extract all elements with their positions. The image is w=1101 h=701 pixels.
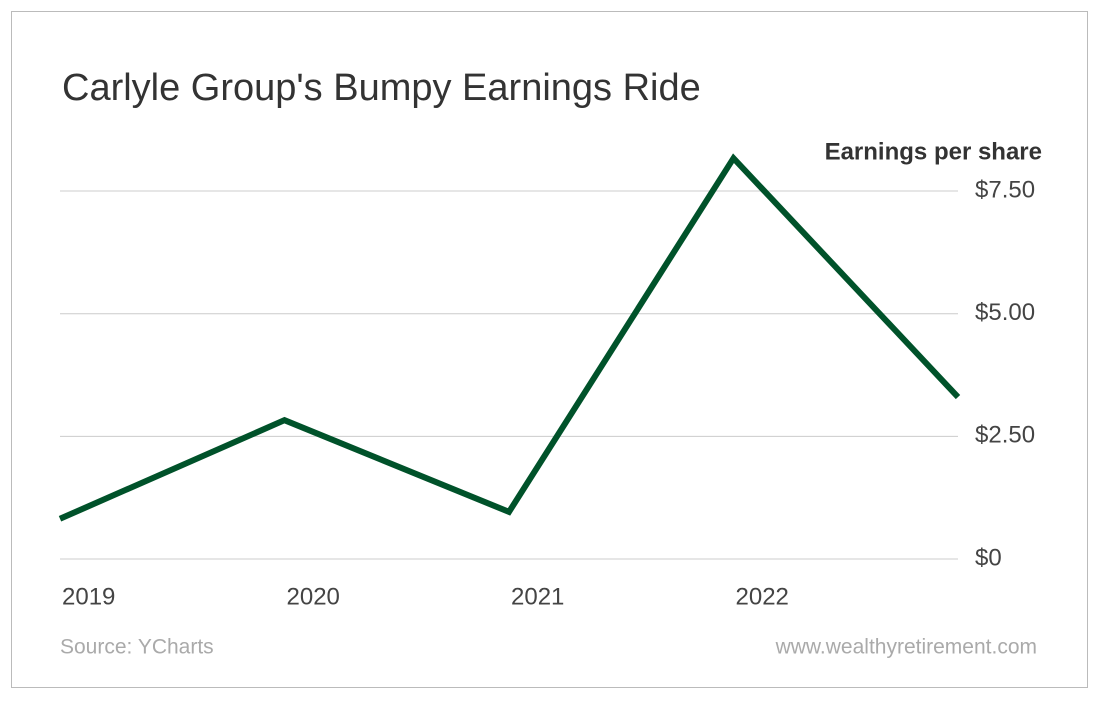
frame <box>11 11 1088 688</box>
chart-title: Carlyle Group's Bumpy Earnings Ride <box>62 67 701 109</box>
y-tick-label: $7.50 <box>975 176 1035 203</box>
website: www.wealthyretirement.com <box>775 636 1037 659</box>
x-tick-label: 2022 <box>736 583 789 610</box>
x-tick-label: 2021 <box>511 583 564 610</box>
y-tick-label: $2.50 <box>975 422 1035 449</box>
y-axis-label: Earnings per share <box>825 138 1042 165</box>
y-tick-label: $5.00 <box>975 299 1035 326</box>
x-tick-label: 2019 <box>62 583 115 610</box>
x-tick-label: 2020 <box>287 583 340 610</box>
source: Source: YCharts <box>60 636 214 659</box>
y-tick-label: $0 <box>975 544 1002 571</box>
line <box>58 153 961 522</box>
